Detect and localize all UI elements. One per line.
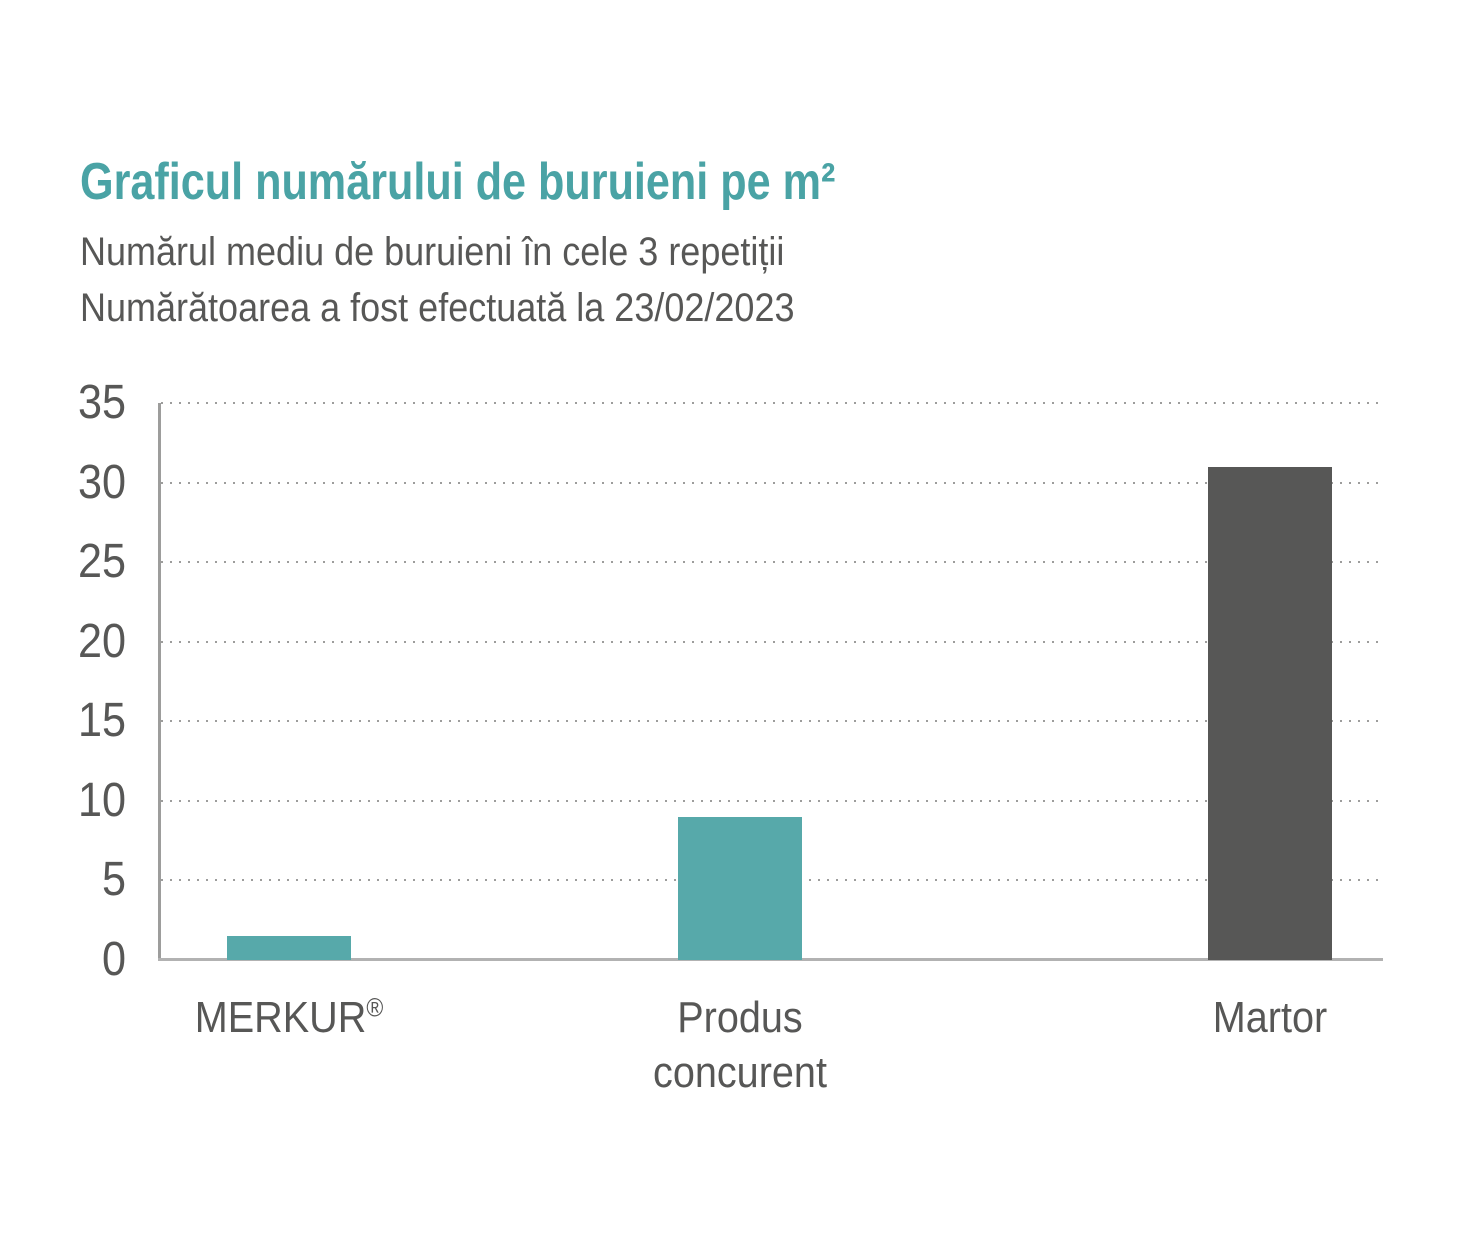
bar — [1208, 466, 1332, 960]
grid-line — [161, 402, 1383, 404]
y-tick-label: 20 — [77, 614, 126, 668]
chart-subtitle-line2: Numărătoarea a fost efectuată la 23/02/2… — [80, 286, 795, 330]
y-tick-label: 35 — [77, 376, 126, 429]
y-tick-label: 30 — [77, 455, 126, 509]
y-axis-line — [158, 403, 161, 960]
x-category-label: Produs concurent — [653, 993, 827, 1097]
grid-line — [161, 481, 1383, 484]
bar — [678, 816, 802, 960]
grid-line — [161, 720, 1383, 723]
x-category-label: Martor — [1212, 993, 1328, 1042]
x-category-label: MERKUR® — [194, 993, 384, 1042]
y-tick-label: 0 — [101, 933, 126, 986]
y-tick-label: 10 — [77, 773, 126, 827]
y-tick-label: 25 — [77, 535, 126, 589]
grid-line — [161, 640, 1383, 643]
chart-title: Graficul numărului de buruieni pe m² — [80, 153, 836, 211]
chart-subtitle-line1: Numărul mediu de buruieni în cele 3 repe… — [80, 230, 785, 274]
grid-line — [161, 799, 1383, 802]
grid-line — [161, 561, 1383, 564]
y-tick-label: 15 — [77, 694, 126, 748]
bar — [227, 936, 351, 960]
y-tick-label: 5 — [101, 853, 126, 907]
registered-trademark-symbol: ® — [366, 994, 384, 1023]
